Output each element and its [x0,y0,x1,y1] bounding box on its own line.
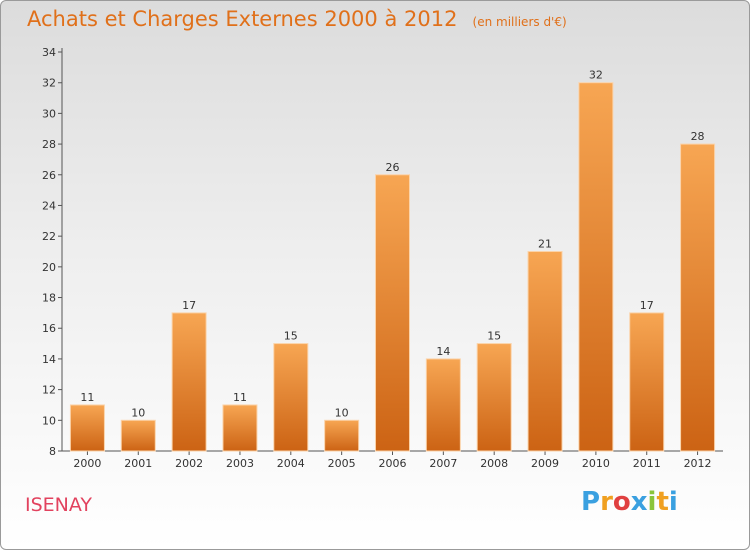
logo-letter: i [647,487,657,517]
y-tick-label: 24 [42,199,56,212]
bar [527,251,563,452]
x-tick-label: 2002 [175,457,203,470]
y-tick-label: 30 [42,107,56,120]
bar-value-label: 17 [182,299,196,312]
y-tick-label: 8 [49,445,56,458]
logo-letter: i [668,487,678,517]
x-tick-label: 2003 [226,457,254,470]
x-tick-label: 2012 [684,457,712,470]
bar [273,343,309,452]
bar [629,312,665,452]
y-tick-label: 10 [42,414,56,427]
logo-letter: t [656,487,669,517]
y-tick-label: 18 [42,292,56,305]
y-tick-label: 32 [42,77,56,90]
commune-name: ISENAY [25,494,93,516]
bar [375,174,410,452]
proxiti-logo: Proxiti [581,487,678,517]
chart-title-main: Achats et Charges Externes 2000 à 2012 [27,7,458,31]
x-tick-label: 2010 [582,457,610,470]
x-tick-label: 2009 [531,457,559,470]
bar [69,404,105,452]
bar-value-label: 14 [436,345,450,358]
x-tick-label: 2004 [277,457,305,470]
chart-bars [69,82,716,452]
bar [680,143,716,452]
x-tick-label: 2000 [73,457,101,470]
y-tick-label: 22 [42,230,56,243]
bar-value-label: 28 [691,130,705,143]
logo-letter: r [600,487,613,517]
y-tick-label: 20 [42,261,56,274]
x-tick-label: 2006 [379,457,407,470]
bar [324,419,360,452]
y-tick-label: 14 [42,353,56,366]
bar-value-label: 32 [589,69,603,82]
chart-title: Achats et Charges Externes 2000 à 2012 (… [27,7,567,31]
logo-letter: x [630,487,648,517]
bar-value-label: 11 [233,391,247,404]
bar-value-label: 15 [284,330,298,343]
y-tick-label: 12 [42,384,56,397]
bar-value-label: 11 [80,391,94,404]
chart-axes: 8 10 12 14 16 18 20 22 24 26 28 30 32 34 2000 2001 2002 2… [42,46,723,470]
bar-value-label: 26 [386,161,400,174]
bar-value-label: 10 [131,406,145,419]
bar-value-label: 10 [335,406,349,419]
bar [425,358,461,452]
bar [578,82,614,452]
bar [171,312,207,452]
bar-value-label: 15 [487,330,501,343]
x-tick-label: 2005 [328,457,356,470]
chart-title-unit: (en milliers d'€) [472,15,567,29]
logo-letter: P [581,487,601,517]
x-tick-label: 2001 [124,457,152,470]
bar [222,404,258,452]
y-tick-label: 34 [42,46,56,59]
bar-value-label: 17 [640,299,654,312]
x-tick-label: 2011 [633,457,661,470]
x-tick-label: 2008 [480,457,508,470]
logo-letter: o [612,487,631,517]
x-tick-label: 2007 [429,457,457,470]
bar-value-label: 21 [538,238,552,251]
bar [120,419,156,452]
chart-data-labels: 11 10 17 11 15 10 26 14 15 21 32 17 28 [80,69,704,420]
y-tick-label: 16 [42,322,56,335]
y-tick-label: 28 [42,138,56,151]
bar [476,343,512,452]
y-tick-label: 26 [42,169,56,182]
